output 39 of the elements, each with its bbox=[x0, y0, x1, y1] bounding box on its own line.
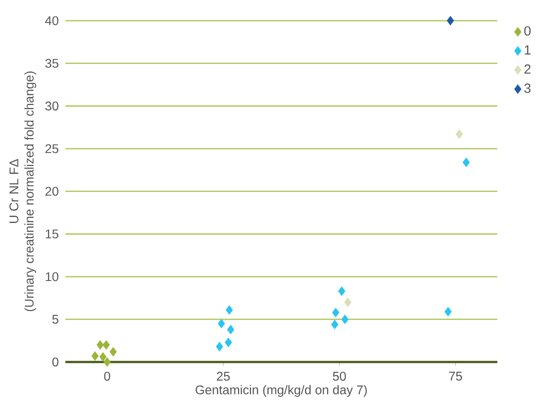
point bbox=[216, 342, 224, 352]
y-axis-title: U Cr NL FΔ (Urinary creatinine normalized fold change) bbox=[9, 72, 36, 312]
point bbox=[218, 318, 225, 328]
x-tick-label: 50 bbox=[332, 372, 346, 381]
x-tick-label: 25 bbox=[216, 372, 230, 381]
y-tick-label: 15 bbox=[46, 230, 58, 238]
y-tick-label: 40 bbox=[45, 16, 58, 26]
point bbox=[332, 308, 340, 318]
y-tick-label: 35 bbox=[45, 58, 58, 68]
legend-label: 3 bbox=[524, 84, 531, 93]
legend-label: 1 bbox=[524, 45, 531, 55]
point bbox=[110, 347, 117, 356]
legend-label: 2 bbox=[524, 64, 530, 74]
y-tick-label: 20 bbox=[45, 186, 58, 196]
x-axis-title: Gentamicin (mg/kg/d on day 7) bbox=[196, 385, 367, 397]
point bbox=[96, 340, 104, 350]
legend-label: 0 bbox=[524, 26, 531, 36]
point bbox=[462, 158, 470, 167]
y-tick-label: 30 bbox=[45, 102, 58, 110]
point bbox=[341, 314, 349, 324]
point bbox=[102, 340, 110, 350]
point bbox=[456, 130, 463, 139]
y-tick-label: 25 bbox=[45, 144, 58, 154]
point bbox=[344, 298, 352, 307]
y-tick-label: 5 bbox=[52, 314, 58, 324]
point bbox=[226, 305, 233, 315]
point bbox=[227, 324, 234, 334]
point bbox=[99, 352, 107, 362]
y-tick-label: 10 bbox=[46, 272, 58, 282]
point bbox=[331, 320, 338, 330]
point bbox=[104, 357, 111, 367]
point bbox=[444, 307, 452, 316]
point bbox=[224, 338, 232, 348]
x-tick-label: 0 bbox=[104, 372, 110, 381]
y-tick-label: 0 bbox=[52, 358, 58, 366]
point bbox=[446, 16, 454, 26]
x-tick-label: 75 bbox=[449, 372, 462, 381]
point bbox=[338, 286, 346, 296]
point bbox=[92, 351, 99, 361]
